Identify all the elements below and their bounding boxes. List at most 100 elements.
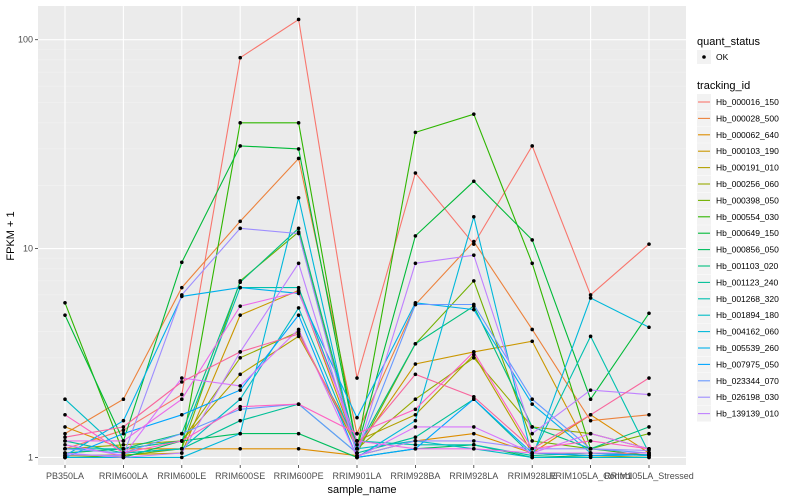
data-point [647, 311, 651, 316]
data-point [413, 418, 418, 423]
x-tick-label: RRIM928LA [449, 471, 498, 481]
data-point [472, 439, 476, 443]
data-point [530, 455, 534, 460]
data-point [180, 439, 184, 443]
legend-series-label: Hb_000016_150 [716, 97, 779, 107]
legend-series-label: Hb_005539_260 [716, 343, 779, 353]
legend-series-label: Hb_000256_060 [716, 179, 779, 189]
data-point [472, 253, 476, 257]
data-point [63, 313, 67, 317]
data-point [647, 376, 651, 380]
data-point [588, 413, 593, 417]
data-point [238, 121, 242, 125]
data-point [413, 435, 418, 439]
data-point [413, 372, 418, 377]
data-point [588, 418, 593, 423]
data-point [588, 293, 593, 297]
data-point [63, 435, 67, 439]
x-axis-ticks: PB350LA RRIM600LA RRIM600LE RRIM600SE RRIM60… [46, 465, 694, 481]
data-point [180, 413, 184, 417]
data-point [63, 300, 67, 305]
legend-series-label: Hb_007975_050 [716, 359, 779, 369]
x-axis-title: sample_name [327, 484, 396, 496]
data-point [530, 327, 534, 332]
data-point [413, 425, 418, 429]
legend-series-label: Hb_000062_640 [716, 130, 779, 140]
data-point [413, 439, 418, 443]
data-point [296, 313, 301, 317]
data-point [588, 446, 593, 451]
data-point [63, 397, 67, 402]
legend-series-label: Hb_000856_050 [716, 245, 779, 255]
data-point [355, 376, 359, 380]
data-point [472, 425, 476, 429]
x-tick-label: RRIM600LE [157, 471, 206, 481]
data-point [238, 404, 242, 409]
data-point [413, 234, 418, 238]
data-point [63, 442, 67, 447]
data-point [296, 332, 301, 336]
data-point [472, 307, 476, 312]
data-point [530, 238, 534, 242]
data-point [413, 261, 418, 266]
data-point [238, 350, 242, 354]
data-point [238, 388, 242, 392]
data-point [647, 413, 651, 417]
data-point [413, 446, 418, 451]
data-point [472, 431, 476, 436]
data-point [296, 306, 301, 310]
data-point [472, 214, 476, 219]
data-point [238, 446, 242, 451]
legend-series-label: Hb_000398_050 [716, 195, 779, 205]
data-point [413, 413, 418, 417]
legend-series-title: tracking_id [697, 80, 750, 92]
data-point [63, 451, 67, 455]
x-tick-label: RRIM901LA [332, 471, 381, 481]
data-point [121, 431, 126, 436]
data-point [296, 196, 301, 200]
data-point [530, 425, 534, 429]
data-point [296, 290, 301, 294]
x-tick-label: RRIM105LA_Control [549, 471, 632, 481]
data-point [472, 442, 476, 447]
data-point [180, 260, 184, 265]
legend-series-label: Hb_139139_010 [716, 409, 779, 419]
data-point [180, 392, 184, 397]
data-point [238, 280, 242, 285]
data-point [121, 446, 126, 451]
x-tick-label: RRIM600PE [274, 471, 324, 481]
grid-minor [38, 48, 686, 395]
x-tick-label: RRIM600SE [215, 471, 265, 481]
data-point [180, 397, 184, 402]
x-tick-label: RRIM600LA [99, 471, 148, 481]
data-point [588, 453, 593, 458]
data-point [647, 451, 651, 455]
data-point [413, 362, 418, 366]
data-point [63, 439, 67, 443]
data-point [413, 130, 418, 135]
data-point [647, 431, 651, 436]
legend-series-label: Hb_000103_190 [716, 146, 779, 156]
data-point [296, 431, 301, 436]
data-point [588, 397, 593, 402]
data-point [355, 451, 359, 455]
data-point [121, 418, 126, 423]
legend-series-label: Hb_001894_180 [716, 310, 779, 320]
data-point [180, 431, 184, 436]
data-point [296, 285, 301, 290]
data-point [238, 431, 242, 436]
data-point [472, 395, 476, 399]
data-point [180, 293, 184, 297]
data-point [238, 226, 242, 231]
legend-series-label: Hb_000649_150 [716, 228, 779, 238]
grid-major [38, 6, 686, 465]
data-point [296, 17, 301, 22]
data-point [647, 425, 651, 429]
data-point [530, 339, 534, 344]
data-point [296, 156, 301, 161]
data-point [180, 451, 184, 455]
data-point [647, 446, 651, 451]
data-point [121, 439, 126, 443]
data-point [238, 285, 242, 290]
